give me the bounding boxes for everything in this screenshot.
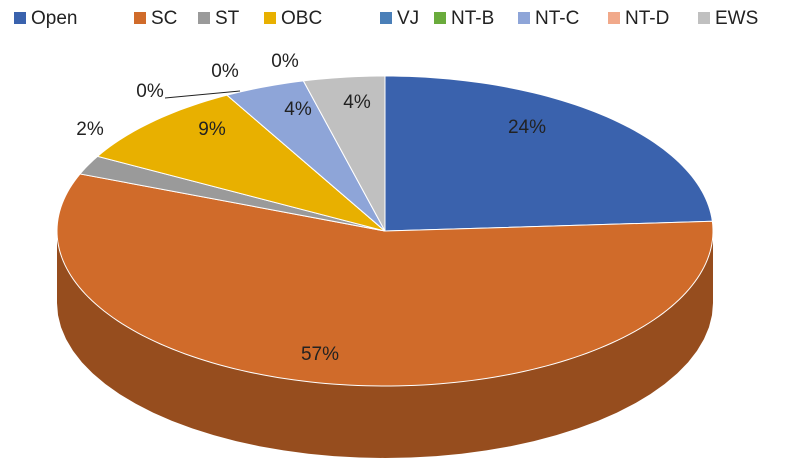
- slice-side: [57, 231, 713, 458]
- leader-line: [164, 90, 241, 99]
- legend-label: VJ: [397, 8, 419, 29]
- slice: [96, 94, 386, 232]
- legend-label: OBC: [281, 8, 322, 29]
- legend-label: NT-C: [535, 8, 579, 29]
- legend-swatch: [518, 12, 530, 24]
- legend-swatch: [380, 12, 392, 24]
- legend-label: SC: [151, 8, 177, 29]
- data-label: 0%: [271, 51, 299, 72]
- legend-swatch: [264, 12, 276, 24]
- legend-swatch: [698, 12, 710, 24]
- slice: [302, 75, 386, 232]
- legend-label: Open: [31, 8, 77, 29]
- data-label: 0%: [136, 81, 164, 102]
- legend-swatch: [134, 12, 146, 24]
- legend-swatch: [434, 12, 446, 24]
- slice: [56, 173, 714, 387]
- slice: [225, 80, 386, 232]
- data-label: 2%: [76, 119, 104, 140]
- legend-label: ST: [215, 8, 240, 29]
- slice: [384, 75, 713, 232]
- legend-swatch: [608, 12, 620, 24]
- legend-swatch: [14, 12, 26, 24]
- legend-label: EWS: [715, 8, 758, 29]
- legend-label: NT-D: [625, 8, 669, 29]
- legend-swatch: [198, 12, 210, 24]
- legend-label: NT-B: [451, 8, 494, 29]
- data-label: 24%: [508, 117, 546, 138]
- data-label: 57%: [301, 344, 339, 365]
- data-label: 0%: [211, 61, 239, 82]
- data-label: 4%: [284, 99, 312, 120]
- data-label: 4%: [343, 92, 371, 113]
- slice: [79, 155, 386, 232]
- data-label: 9%: [198, 119, 226, 140]
